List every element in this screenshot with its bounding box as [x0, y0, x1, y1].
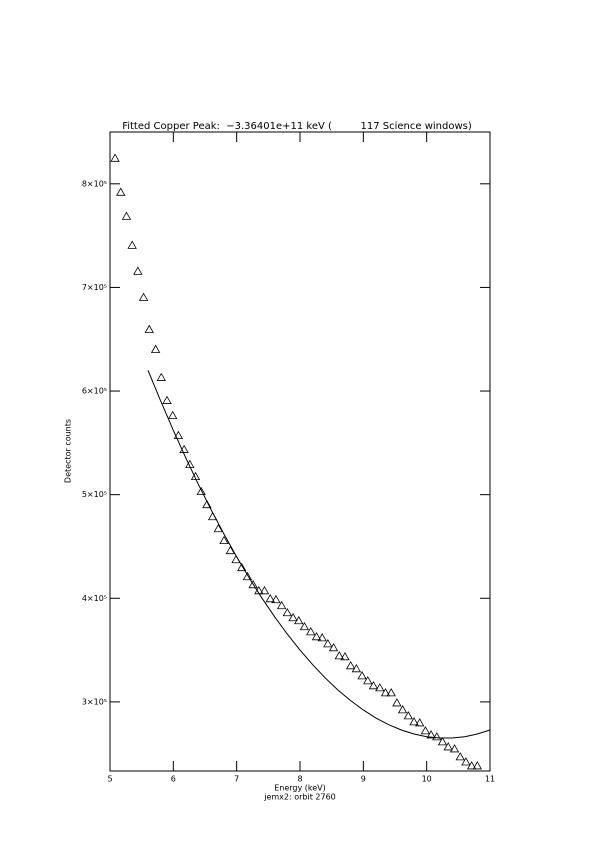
data-point	[426, 730, 436, 739]
x-tick-label: 6	[171, 775, 176, 784]
data-point	[259, 586, 270, 595]
data-point	[127, 240, 137, 249]
data-point	[294, 615, 304, 625]
data-point	[173, 430, 184, 439]
data-point	[328, 642, 339, 652]
data-point	[340, 652, 350, 661]
data-point	[116, 187, 126, 196]
chart-title: Fitted Copper Peak: −3.36401e+11 keV ( 1…	[122, 121, 472, 132]
y-tick-label: 5×10⁵	[82, 490, 107, 499]
y-tick-label: 7×10⁵	[82, 283, 107, 292]
data-point	[265, 593, 275, 603]
data-point	[345, 661, 356, 670]
data-point	[225, 545, 236, 555]
subtitle: jemx2: orbit 2760	[263, 793, 336, 802]
data-point	[190, 471, 201, 481]
data-point	[455, 752, 465, 761]
data-point	[185, 459, 195, 469]
data-point	[237, 562, 247, 572]
data-point	[168, 410, 178, 419]
data-point	[288, 612, 298, 622]
data-point	[375, 683, 385, 692]
data-point	[449, 744, 460, 753]
data-point	[196, 486, 206, 496]
data-point	[363, 676, 373, 685]
data-point	[248, 579, 258, 589]
data-point	[144, 324, 154, 333]
data-point	[121, 211, 132, 220]
data-point	[150, 344, 161, 353]
data-point	[323, 639, 333, 648]
data-point	[334, 651, 344, 660]
y-tick-label: 3×10⁵	[82, 697, 107, 706]
data-point	[415, 718, 425, 727]
x-tick-label: 11	[485, 775, 495, 784]
data-point	[219, 535, 229, 545]
data-point	[461, 757, 471, 766]
data-point	[311, 632, 322, 641]
data-point	[368, 681, 379, 690]
data-point	[443, 742, 453, 751]
data-point	[420, 726, 431, 735]
data-point	[162, 395, 172, 404]
x-tick-label: 10	[422, 775, 432, 784]
data-point	[403, 711, 413, 720]
data-point	[156, 372, 166, 381]
x-axis-label: Energy (keV)	[274, 784, 326, 793]
data-point	[317, 633, 327, 642]
data-point	[276, 600, 287, 610]
data-point	[299, 621, 310, 631]
data-point	[386, 688, 396, 697]
data-point	[357, 671, 367, 680]
y-tick-label: 6×10⁵	[82, 387, 107, 396]
data-point	[380, 688, 391, 697]
data-point	[133, 266, 143, 275]
y-axis-label: Detector counts	[64, 419, 73, 483]
data-point	[242, 571, 253, 581]
data-point	[202, 499, 212, 509]
x-tick-label: 8	[297, 775, 302, 784]
data-point	[306, 627, 316, 636]
y-tick-label: 8×10⁵	[82, 179, 107, 188]
data-point	[213, 523, 223, 533]
data-point	[110, 153, 120, 162]
data-point	[138, 292, 149, 301]
data-point	[397, 705, 408, 714]
data-point	[392, 698, 402, 707]
x-tick-label: 9	[361, 775, 366, 784]
data-point	[409, 717, 419, 726]
data-point	[466, 761, 477, 770]
x-tick-label: 7	[234, 775, 239, 784]
y-tick-label: 4×10⁵	[82, 594, 107, 603]
fit-line	[147, 370, 491, 739]
data-point	[282, 607, 293, 617]
data-point	[351, 664, 362, 673]
data-point	[271, 594, 281, 604]
data-point	[472, 761, 483, 770]
data-point	[432, 732, 442, 741]
data-point	[437, 737, 448, 746]
x-tick-label: 5	[107, 775, 112, 784]
